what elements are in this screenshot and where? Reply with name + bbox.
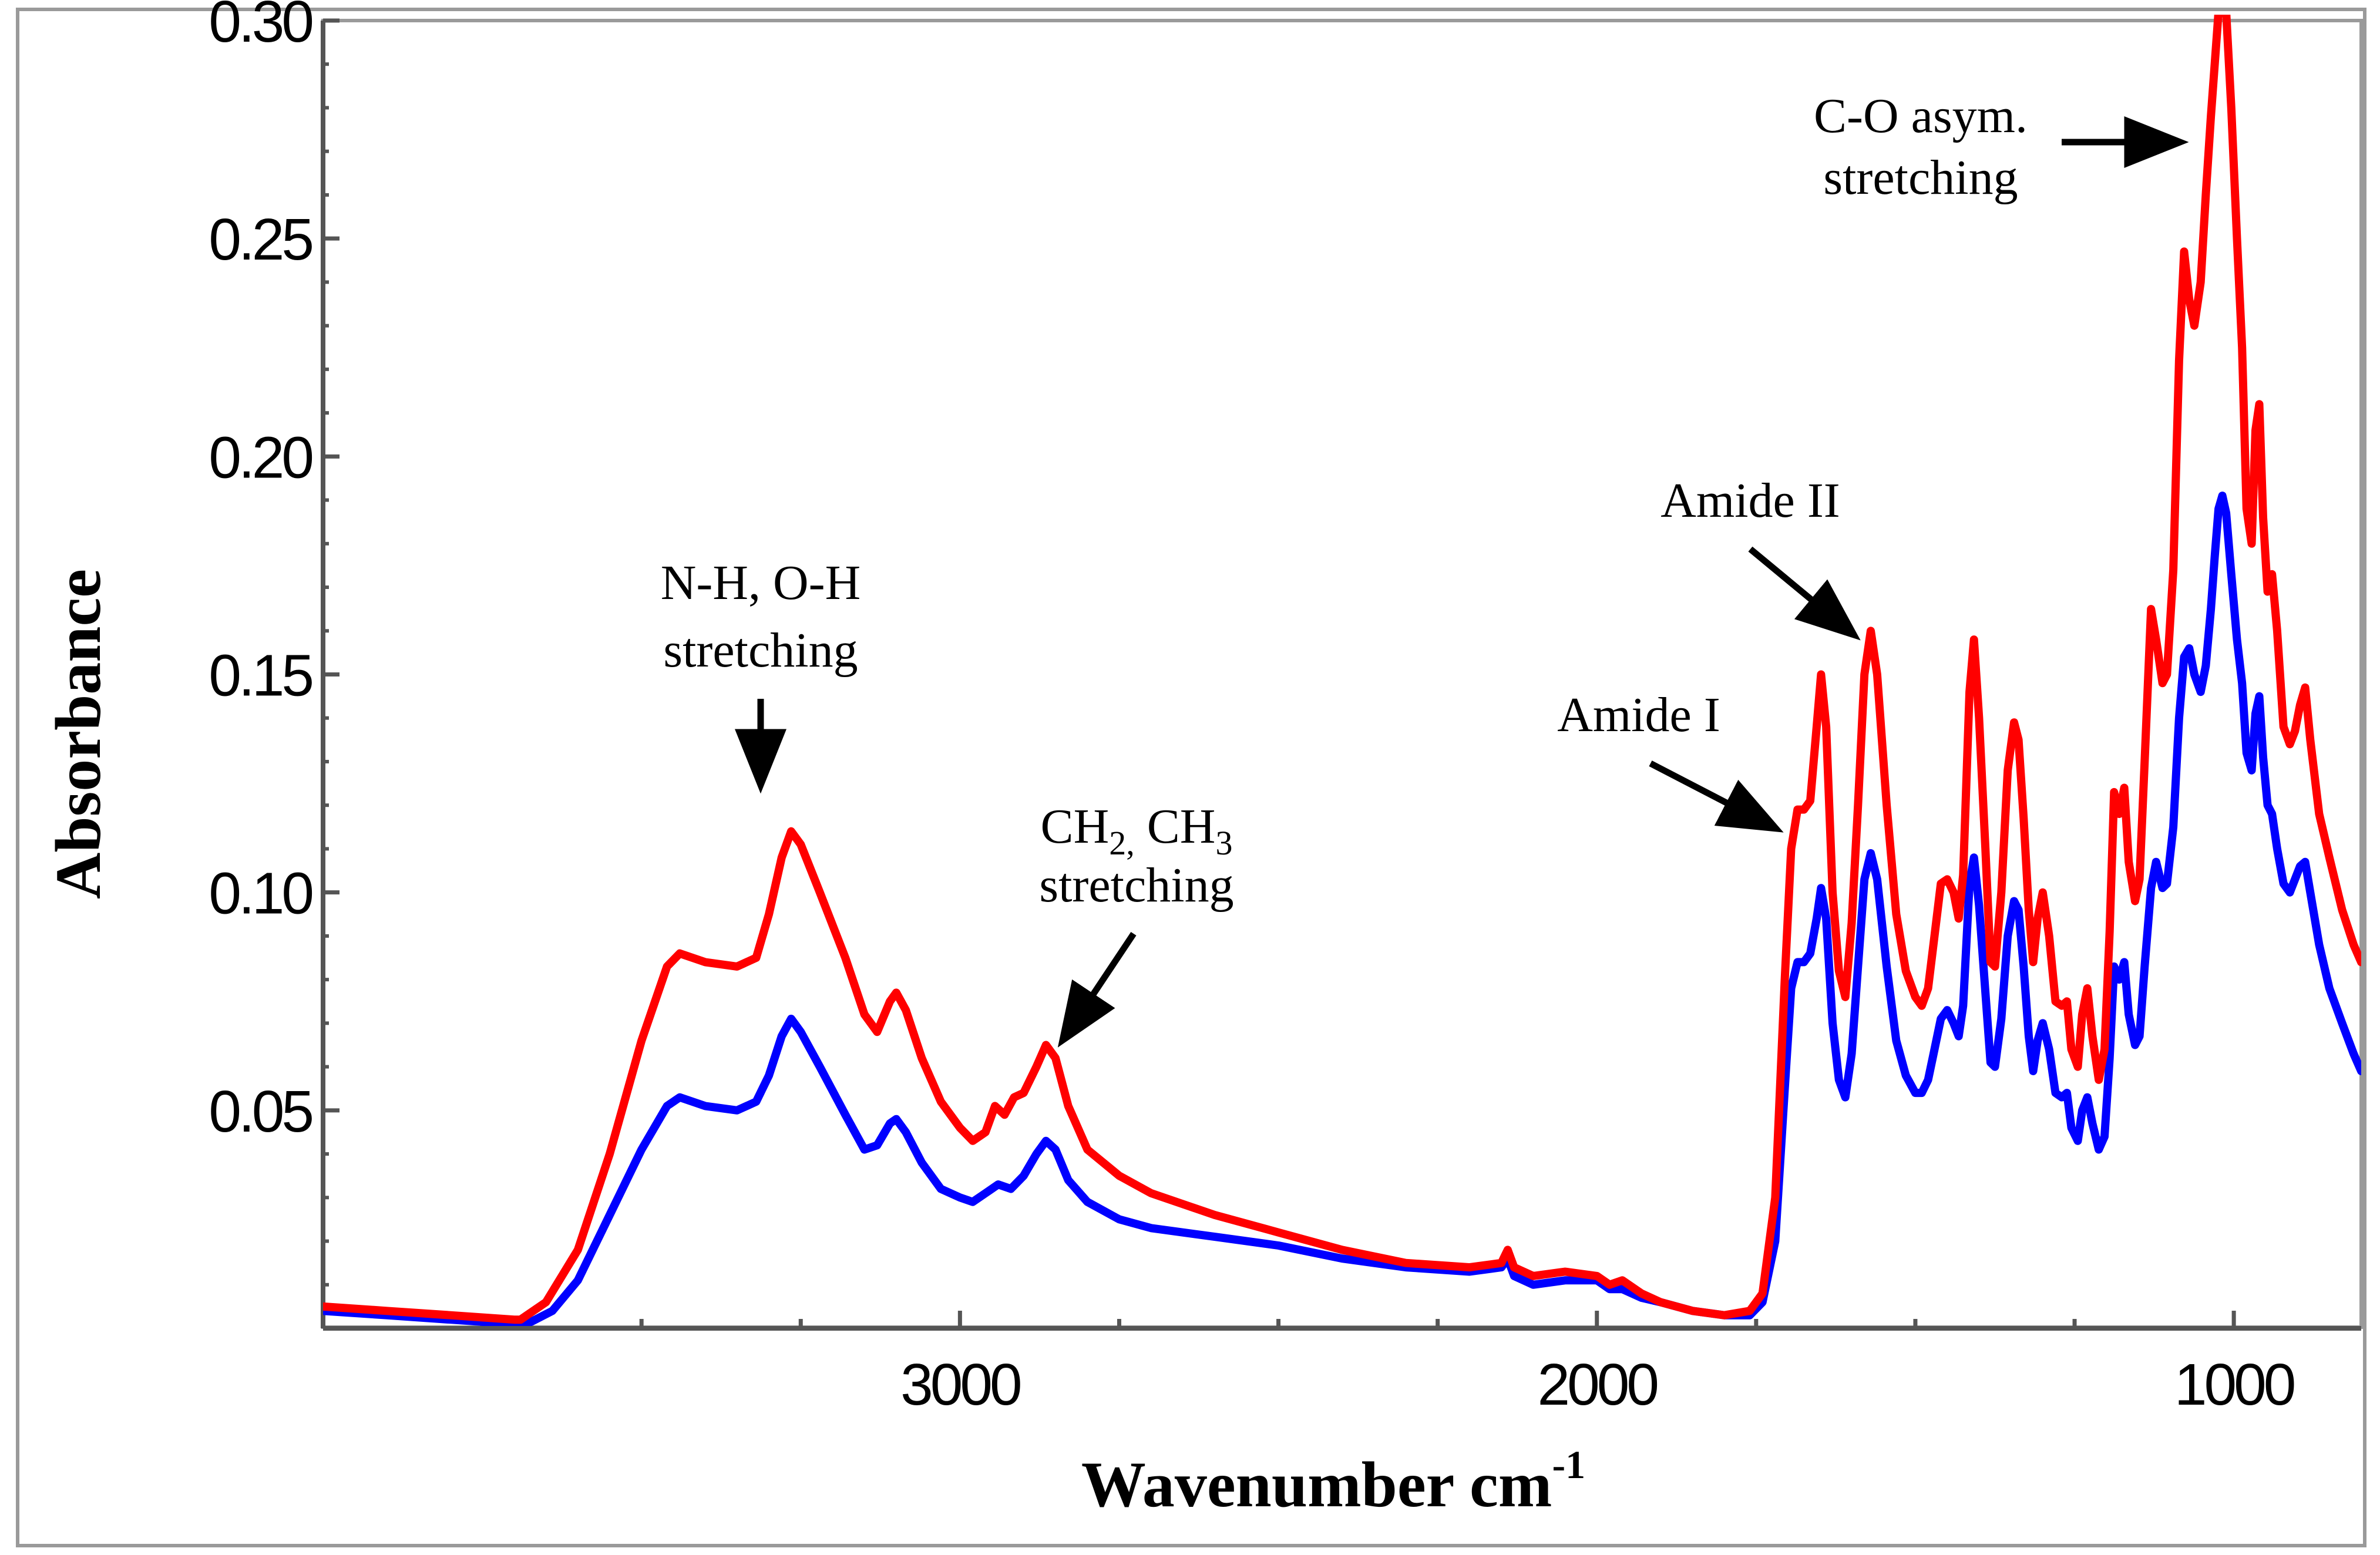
annotation-co: C-O asym. stretching bbox=[1814, 89, 2189, 205]
series-layer bbox=[323, 15, 2361, 1326]
x-axis-ticks: 3000 2000 1000 bbox=[480, 1311, 2297, 1418]
y-axis-ticks: 0.05 0.10 0.15 0.20 0.25 0.30 bbox=[209, 0, 339, 1287]
annotation-nh-oh: N-H, O-H stretching bbox=[661, 556, 861, 794]
annotation-co-line2: stretching bbox=[1823, 150, 2018, 205]
y-tick-label: 0.30 bbox=[209, 0, 312, 55]
annotation-ch-sub-1: 2, bbox=[1109, 824, 1135, 862]
x-axis-title-main: Wavenumber cm bbox=[1081, 1449, 1552, 1520]
annotation-nh-oh-line2: stretching bbox=[663, 623, 858, 678]
annotation-amide-ii: Amide II bbox=[1660, 473, 1861, 641]
annotation-ch-line2: stretching bbox=[1039, 858, 1233, 913]
annotation-ch-sub-2: 3 bbox=[1215, 824, 1232, 862]
annotation-amide-i: Amide I bbox=[1557, 688, 1784, 833]
annotation-ch: CH2, CH3 stretching bbox=[1039, 799, 1234, 1048]
y-axis-title: Absorbance bbox=[42, 569, 114, 899]
figure-border bbox=[16, 8, 2366, 1547]
blue-spectrum-line bbox=[323, 492, 2361, 1326]
annotation-amide-ii-arrow bbox=[1748, 546, 1861, 641]
annotation-amide-i-arrow bbox=[1649, 760, 1784, 833]
red-spectrum-line bbox=[323, 15, 2361, 1324]
x-tick-label: 3000 bbox=[900, 1352, 1020, 1418]
y-tick-label: 0.05 bbox=[209, 1079, 312, 1145]
x-axis-title-superscript: -1 bbox=[1552, 1442, 1585, 1487]
y-tick-label: 0.10 bbox=[209, 861, 312, 927]
y-tick-label: 0.15 bbox=[209, 643, 312, 709]
annotation-ch-line1: CH2, CH3 bbox=[1041, 799, 1233, 862]
x-axis-title: Wavenumber cm-1 bbox=[1081, 1442, 1585, 1520]
annotation-co-line1: C-O asym. bbox=[1814, 89, 2028, 143]
y-tick-label: 0.25 bbox=[209, 207, 312, 272]
x-tick-label: 2000 bbox=[1538, 1352, 1658, 1418]
x-tick-label: 1000 bbox=[2174, 1352, 2294, 1418]
annotation-nh-oh-line1: N-H, O-H bbox=[661, 556, 861, 610]
annotation-ch-arrow bbox=[1057, 931, 1137, 1048]
annotation-amide-i-label: Amide I bbox=[1557, 688, 1720, 742]
plot-area bbox=[321, 19, 2363, 1329]
annotation-ch-part-1: CH bbox=[1041, 799, 1110, 854]
annotation-amide-ii-label: Amide II bbox=[1660, 473, 1840, 528]
y-tick-label: 0.20 bbox=[209, 425, 312, 490]
annotation-ch-part-2: CH bbox=[1135, 799, 1216, 854]
